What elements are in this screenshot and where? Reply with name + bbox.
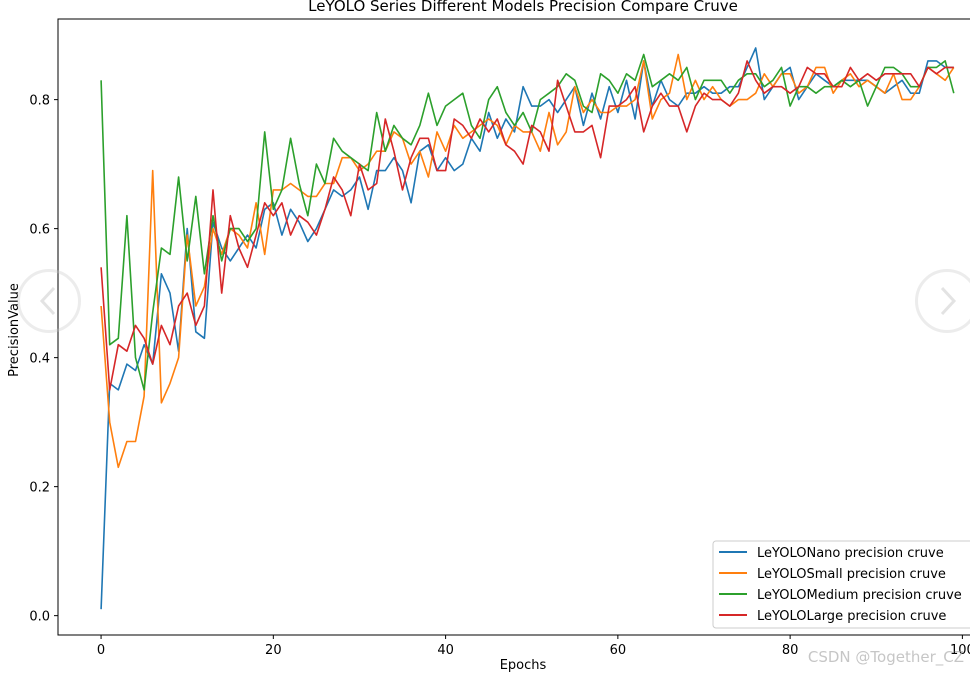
prev-image-button[interactable] <box>17 269 81 333</box>
legend-label-2: LeYOLOMedium precision cruve <box>757 588 962 603</box>
x-axis-label: Epochs <box>500 658 547 673</box>
y-tick-label: 0.6 <box>29 223 50 238</box>
y-tick-label: 0.4 <box>29 352 50 367</box>
chevron-right-icon <box>940 286 957 316</box>
legend-label-3: LeYOLOLarge precision cruve <box>757 609 946 624</box>
y-tick-label: 0.2 <box>29 481 50 496</box>
series-line-3 <box>100 60 954 391</box>
series-line-1 <box>100 53 955 469</box>
next-image-button[interactable] <box>915 269 970 333</box>
x-tick-label: 100 <box>950 643 970 658</box>
chevron-left-icon <box>39 286 56 316</box>
x-tick-label: 60 <box>610 643 627 658</box>
x-tick-label: 80 <box>782 643 799 658</box>
legend-label-1: LeYOLOSmall precision cruve <box>757 567 946 582</box>
series-lines <box>100 47 955 610</box>
x-axis-ticks: 0 20 40 60 80 100 <box>97 635 970 658</box>
watermark: CSDN @Together_CZ <box>807 648 964 666</box>
chart-title: LeYOLO Series Different Models Precision… <box>308 0 738 15</box>
legend-label-0: LeYOLONano precision cruve <box>757 546 944 561</box>
x-tick-label: 0 <box>97 643 105 658</box>
y-tick-label: 0.0 <box>29 610 50 625</box>
legend: LeYOLONano precision cruve LeYOLOSmall pr… <box>712 540 970 629</box>
y-axis-ticks: 0.0 0.2 0.4 0.6 0.8 <box>29 94 58 625</box>
x-tick-label: 40 <box>437 643 454 658</box>
x-tick-label: 20 <box>265 643 282 658</box>
series-line-2 <box>100 53 955 391</box>
legend-box <box>712 540 970 629</box>
y-tick-label: 0.8 <box>29 94 50 109</box>
